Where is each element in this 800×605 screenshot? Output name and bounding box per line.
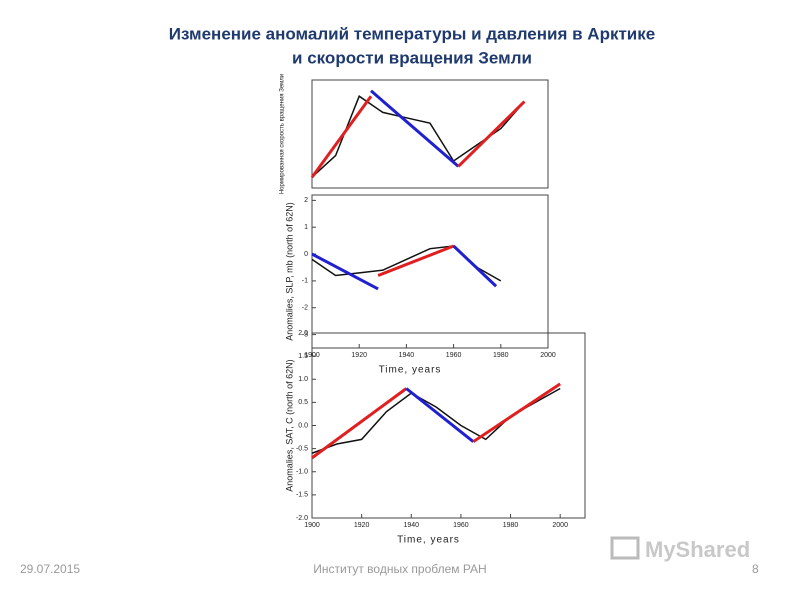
- y-tick-label: 2.0: [298, 330, 308, 337]
- y-tick-label: -2: [302, 305, 308, 312]
- y-tick-label: 2: [304, 197, 308, 204]
- title: и скорости вращения Земли: [292, 48, 532, 67]
- x-tick-label: 1940: [403, 522, 419, 529]
- x-tick-label: 1920: [351, 352, 367, 359]
- y-tick-label: 0: [304, 251, 308, 258]
- plot-frame: [311, 79, 549, 189]
- y-axis-label: Нормированная скорость вращения Земли: [280, 74, 286, 194]
- y-tick-label: 0.5: [298, 399, 308, 406]
- x-tick-label: 1980: [503, 522, 519, 529]
- trend-line: [311, 387, 408, 460]
- y-tick-label: 1.5: [298, 353, 308, 360]
- y-tick-label: 1.0: [298, 376, 308, 383]
- trend-line: [377, 244, 455, 277]
- page-number: 8: [752, 562, 759, 576]
- plot-frame: [311, 194, 549, 349]
- x-tick-label: 1920: [354, 522, 370, 529]
- x-tick-label: 1900: [304, 522, 320, 529]
- y-axis-label: Anomalies, SLP, mb (north of 62N): [284, 202, 294, 340]
- logo-icon: [610, 536, 640, 560]
- plot-frame: [311, 332, 586, 519]
- y-tick-label: -0.5: [296, 445, 308, 452]
- data-line: [311, 387, 561, 454]
- x-tick-label: 1940: [399, 352, 415, 359]
- trend-line: [452, 244, 498, 288]
- x-axis-label: Time, years: [397, 535, 460, 546]
- charts: Нормированная скорость вращения Земли -3 -…: [280, 74, 586, 546]
- x-tick-label: 1980: [493, 352, 509, 359]
- title: Изменение аномалий температуры и давлени…: [169, 24, 655, 43]
- trend-line: [472, 382, 562, 443]
- trend-line: [310, 95, 373, 179]
- y-tick-label: -2.0: [296, 515, 308, 522]
- trend-line: [311, 252, 379, 291]
- y-tick-label: 0.0: [298, 422, 308, 429]
- y-axis-label: Anomalies, SAT, C (north of 62N): [284, 359, 294, 491]
- footer: Институт водных проблем РАН: [313, 562, 486, 576]
- data-line: [311, 95, 525, 178]
- y-tick-label: -1.0: [296, 469, 308, 476]
- date: 29.07.2015: [20, 562, 80, 576]
- trend-line: [370, 89, 460, 168]
- y-tick-label: -1.5: [296, 492, 308, 499]
- x-tick-label: 1960: [446, 352, 462, 359]
- trend-line: [405, 387, 475, 443]
- logo: MyShared: [645, 537, 750, 562]
- x-tick-label: 2000: [552, 522, 568, 529]
- x-axis-label: Time, years: [379, 365, 442, 376]
- x-tick-label: 2000: [540, 352, 556, 359]
- trend-line: [457, 100, 526, 168]
- y-tick-label: -3: [302, 331, 308, 338]
- y-tick-label: 1: [304, 224, 308, 231]
- y-tick-label: -1: [302, 278, 308, 285]
- x-tick-label: 1960: [453, 522, 469, 529]
